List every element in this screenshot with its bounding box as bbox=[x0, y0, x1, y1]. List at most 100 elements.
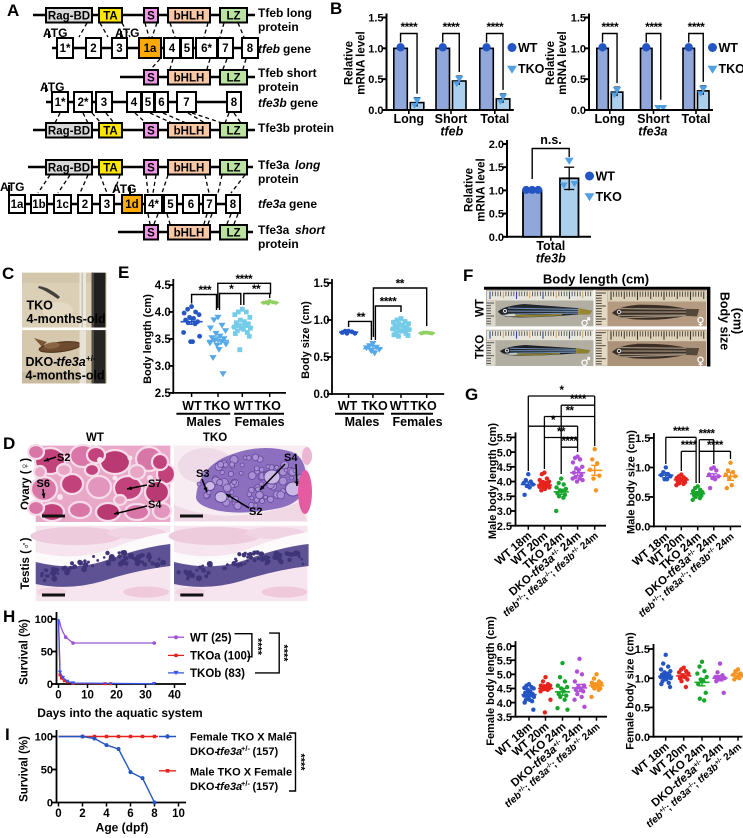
svg-text:2: 2 bbox=[79, 808, 85, 820]
svg-text:****: **** bbox=[699, 428, 716, 440]
svg-text:E: E bbox=[118, 263, 129, 282]
svg-text:4: 4 bbox=[169, 43, 176, 55]
svg-text:1*: 1* bbox=[55, 97, 66, 109]
svg-text:WT: WT bbox=[86, 432, 104, 444]
svg-text:TA: TA bbox=[103, 10, 117, 22]
svg-text:0.5: 0.5 bbox=[314, 352, 331, 364]
svg-text:Females: Females bbox=[392, 415, 442, 429]
svg-text:TKOa (100): TKOa (100) bbox=[190, 651, 251, 663]
svg-text:4.0: 4.0 bbox=[497, 477, 512, 489]
svg-text:LZ: LZ bbox=[226, 162, 240, 174]
svg-text:Tfe3a: Tfe3a bbox=[258, 223, 290, 237]
svg-text:4.0: 4.0 bbox=[155, 307, 171, 319]
svg-text:DKO-: DKO- bbox=[190, 746, 218, 758]
svg-text:0: 0 bbox=[55, 808, 61, 820]
svg-text:ATG: ATG bbox=[0, 180, 24, 194]
svg-text:Rag-BD: Rag-BD bbox=[48, 10, 90, 22]
svg-text:S: S bbox=[147, 72, 155, 84]
svg-text:5: 5 bbox=[167, 199, 174, 211]
svg-text:3.0: 3.0 bbox=[497, 506, 512, 518]
svg-text:3.5: 3.5 bbox=[497, 712, 512, 724]
svg-text:4.5: 4.5 bbox=[497, 684, 512, 696]
svg-text:1a: 1a bbox=[144, 43, 157, 55]
svg-text:1.0: 1.0 bbox=[314, 315, 330, 327]
svg-text:5.0: 5.0 bbox=[497, 670, 512, 682]
svg-text:WT: WT bbox=[390, 399, 410, 413]
svg-text:Relative: Relative bbox=[344, 41, 356, 85]
svg-text:1a: 1a bbox=[11, 199, 24, 211]
svg-text:(cm): (cm) bbox=[731, 308, 743, 334]
svg-text:1.0: 1.0 bbox=[635, 673, 650, 685]
svg-text:8: 8 bbox=[151, 808, 158, 820]
svg-text:mRNA level: mRNA level bbox=[476, 158, 488, 222]
svg-text:4.5: 4.5 bbox=[497, 462, 512, 474]
svg-text:S7: S7 bbox=[148, 478, 161, 490]
svg-text:G: G bbox=[465, 385, 478, 404]
svg-text:TKO: TKO bbox=[410, 399, 437, 413]
svg-text:I: I bbox=[5, 725, 10, 744]
svg-text:4*: 4* bbox=[148, 199, 159, 211]
svg-text:bHLH: bHLH bbox=[174, 72, 205, 84]
svg-text:100: 100 bbox=[35, 614, 53, 626]
svg-text:n.s.: n.s. bbox=[540, 133, 562, 147]
svg-text:8: 8 bbox=[231, 97, 238, 109]
svg-text:1.0: 1.0 bbox=[571, 43, 586, 55]
svg-text:*: * bbox=[551, 415, 556, 427]
svg-text:0.5: 0.5 bbox=[635, 492, 650, 504]
svg-text:Males: Males bbox=[186, 415, 221, 429]
svg-text:Long: Long bbox=[394, 112, 425, 126]
svg-text:B: B bbox=[330, 0, 342, 18]
svg-text:tfe3a: tfe3a bbox=[258, 197, 286, 211]
svg-text:Survival (%): Survival (%) bbox=[19, 619, 31, 685]
svg-text:S2: S2 bbox=[249, 506, 262, 518]
svg-text:3.0: 3.0 bbox=[155, 361, 171, 373]
svg-text:****: **** bbox=[681, 440, 698, 452]
svg-text:8: 8 bbox=[230, 199, 237, 211]
svg-text:tfe3a: tfe3a bbox=[217, 781, 243, 793]
svg-text:TKO: TKO bbox=[255, 399, 282, 413]
svg-text:1.5: 1.5 bbox=[635, 644, 650, 656]
svg-text:50: 50 bbox=[41, 765, 53, 777]
svg-text:bHLH: bHLH bbox=[174, 162, 205, 174]
svg-text:20: 20 bbox=[110, 690, 123, 702]
svg-text:Male body length (cm): Male body length (cm) bbox=[487, 423, 499, 539]
svg-text:S2: S2 bbox=[57, 452, 70, 464]
svg-text:DKO-: DKO- bbox=[190, 781, 218, 793]
svg-text:TKO: TKO bbox=[518, 62, 545, 76]
svg-text:TKO: TKO bbox=[719, 62, 743, 76]
svg-text:Rag-BD: Rag-BD bbox=[48, 125, 90, 137]
svg-text:50: 50 bbox=[41, 647, 53, 659]
svg-text:LZ: LZ bbox=[226, 227, 240, 239]
svg-text:1.5: 1.5 bbox=[635, 433, 650, 445]
svg-text:***: *** bbox=[199, 283, 212, 297]
svg-text:2.5: 2.5 bbox=[155, 388, 172, 400]
svg-text:Tfeb short: Tfeb short bbox=[258, 66, 317, 80]
svg-text:0.0: 0.0 bbox=[489, 232, 504, 244]
svg-text:1.5: 1.5 bbox=[314, 278, 331, 290]
svg-text:Body size (cm): Body size (cm) bbox=[300, 301, 312, 379]
svg-text:LZ: LZ bbox=[226, 10, 240, 22]
svg-text:Male body size (cm): Male body size (cm) bbox=[625, 430, 637, 534]
svg-text:Age (dpf): Age (dpf) bbox=[96, 821, 149, 835]
svg-text:protein: protein bbox=[258, 80, 299, 94]
svg-text:protein: protein bbox=[258, 172, 299, 186]
svg-text:Total: Total bbox=[536, 239, 565, 253]
svg-text:0.0: 0.0 bbox=[314, 389, 330, 401]
svg-text:protein: protein bbox=[258, 237, 299, 251]
svg-text:3: 3 bbox=[101, 97, 107, 109]
svg-text:Ovary (♀): Ovary (♀) bbox=[20, 458, 32, 510]
svg-text:7: 7 bbox=[222, 43, 228, 55]
svg-text:2*: 2* bbox=[78, 97, 89, 109]
svg-text:C: C bbox=[2, 264, 14, 283]
svg-text:H: H bbox=[3, 607, 15, 626]
svg-text:3.5: 3.5 bbox=[497, 491, 512, 503]
svg-text:Female TKO X Male: Female TKO X Male bbox=[190, 732, 292, 744]
svg-text:****: **** bbox=[252, 638, 264, 656]
svg-text:S: S bbox=[147, 10, 155, 22]
svg-text:mRNA level: mRNA level bbox=[356, 31, 368, 95]
svg-text:tfeb: tfeb bbox=[440, 125, 463, 139]
svg-text:****: **** bbox=[443, 20, 461, 34]
svg-text:WT: WT bbox=[518, 41, 538, 55]
svg-text:**: ** bbox=[357, 310, 366, 324]
svg-text:40: 40 bbox=[168, 690, 181, 702]
